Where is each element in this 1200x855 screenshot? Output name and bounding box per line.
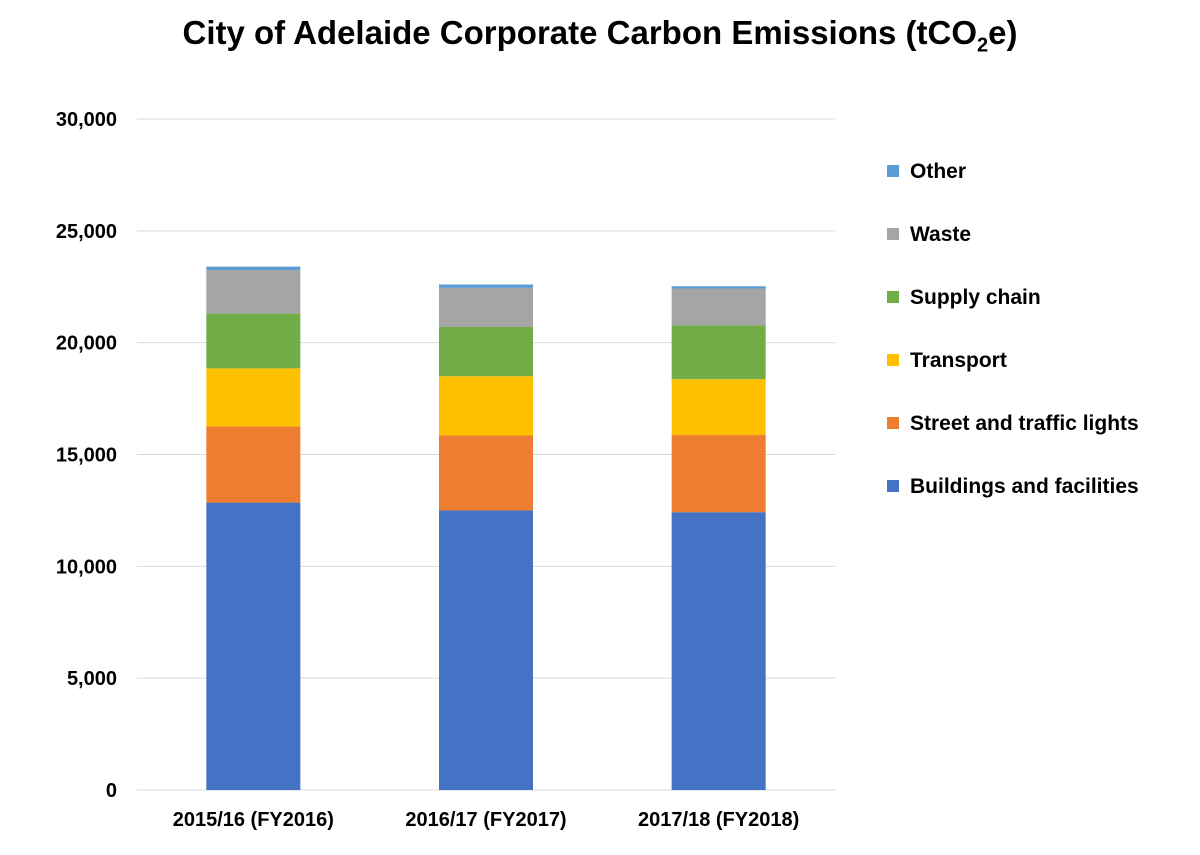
y-tick-label: 10,000 xyxy=(56,556,117,578)
legend-swatch-other xyxy=(887,165,899,177)
bar-segment-supply-chain xyxy=(439,327,533,377)
bar-segment-transport xyxy=(206,368,301,427)
bar-segment-street-and-traffic-lights xyxy=(206,426,301,503)
legend-swatch-supply-chain xyxy=(887,291,899,303)
x-tick-label: 2016/17 (FY2017) xyxy=(405,809,566,831)
bar-segment-transport xyxy=(439,376,533,436)
legend: Other Waste Supply chain Transport Street an… xyxy=(887,160,1139,498)
bar-segment-buildings-and-facilities xyxy=(671,512,766,790)
bar-segment-waste xyxy=(671,288,766,326)
bar-segment-other xyxy=(671,286,766,289)
bar-segment-other xyxy=(206,266,301,270)
legend-swatch-transport xyxy=(887,354,899,366)
bar-segment-buildings-and-facilities xyxy=(439,510,533,790)
bar-segment-street-and-traffic-lights xyxy=(439,435,533,511)
legend-label-street-and-traffic-lights: Street and traffic lights xyxy=(910,412,1139,435)
y-tick-label: 25,000 xyxy=(56,221,117,243)
y-tick-label: 30,000 xyxy=(56,109,117,131)
bar-segment-buildings-and-facilities xyxy=(206,502,301,790)
bar-segment-waste xyxy=(206,269,301,314)
bar-segment-transport xyxy=(671,379,766,436)
bar-segment-street-and-traffic-lights xyxy=(671,435,766,513)
y-axis-ticks: 0 5,000 10,000 15,000 20,000 25,000 30,000 xyxy=(56,109,117,802)
legend-swatch-waste xyxy=(887,228,899,240)
legend-label-transport: Transport xyxy=(910,349,1007,372)
bar-segment-supply-chain xyxy=(206,313,301,369)
legend-swatch-street-and-traffic-lights xyxy=(887,417,899,429)
legend-label-supply-chain: Supply chain xyxy=(910,286,1041,309)
bar-segment-other xyxy=(439,284,533,288)
y-tick-label: 5,000 xyxy=(67,668,117,690)
x-axis-ticks: 2015/16 (FY2016) 2016/17 (FY2017) 2017/18 … xyxy=(173,809,800,831)
y-tick-label: 15,000 xyxy=(56,445,117,467)
chart-title: City of Adelaide Corporate Carbon Emissi… xyxy=(182,14,1018,57)
legend-label-waste: Waste xyxy=(910,223,971,246)
bar-segment-waste xyxy=(439,287,533,328)
bar-segment-supply-chain xyxy=(671,325,766,380)
bars xyxy=(206,266,766,790)
y-tick-label: 20,000 xyxy=(56,333,117,355)
y-tick-label: 0 xyxy=(106,780,117,802)
legend-label-other: Other xyxy=(910,160,966,183)
legend-label-buildings-and-facilities: Buildings and facilities xyxy=(910,475,1139,498)
x-tick-label: 2017/18 (FY2018) xyxy=(638,809,799,831)
legend-swatch-buildings-and-facilities xyxy=(887,480,899,492)
x-tick-label: 2015/16 (FY2016) xyxy=(173,809,334,831)
